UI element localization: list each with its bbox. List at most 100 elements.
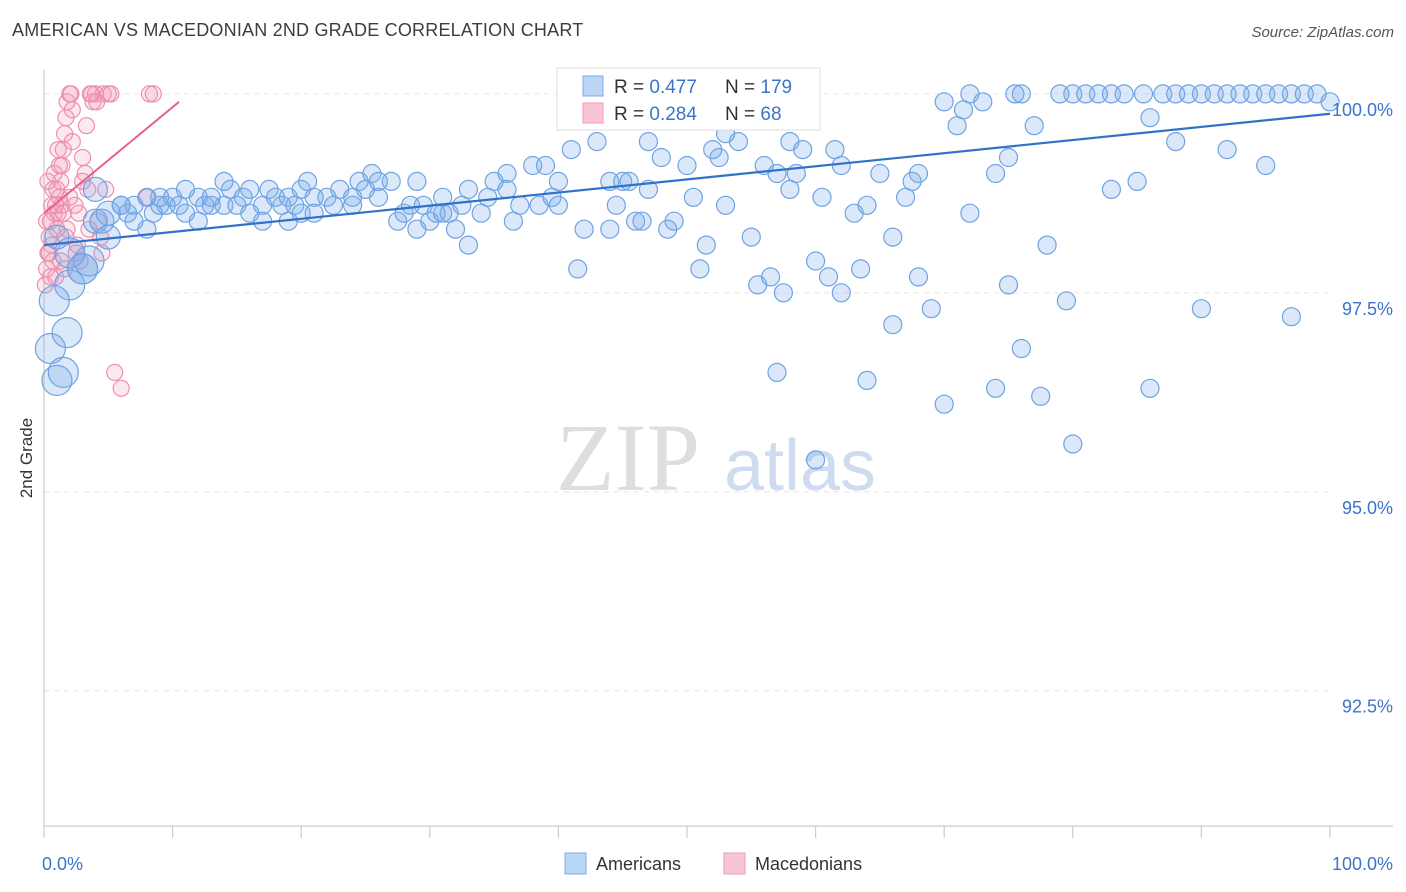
american-point bbox=[677, 155, 697, 176]
stats-r-label: R = bbox=[614, 77, 649, 98]
american-point bbox=[587, 132, 607, 152]
american-point bbox=[658, 219, 678, 239]
american-point bbox=[1127, 171, 1147, 191]
american-point bbox=[985, 163, 1006, 184]
macedonian-point bbox=[112, 379, 130, 397]
american-point bbox=[690, 259, 710, 279]
legend-swatch-americans bbox=[564, 852, 587, 875]
american-point bbox=[343, 195, 363, 215]
macedonian-point bbox=[73, 148, 92, 167]
stats-r-value: 0.477 bbox=[649, 77, 697, 98]
american-point bbox=[323, 195, 343, 215]
american-point bbox=[908, 267, 929, 287]
american-point bbox=[388, 211, 408, 231]
american-point bbox=[407, 171, 427, 191]
macedonian-point bbox=[50, 156, 69, 175]
american-point bbox=[683, 187, 704, 207]
stats-n-value: 179 bbox=[760, 77, 792, 98]
american-point bbox=[947, 116, 967, 136]
american-point bbox=[780, 179, 800, 199]
american-point bbox=[478, 187, 498, 207]
american-point bbox=[445, 219, 466, 239]
american-point bbox=[452, 195, 472, 215]
x-tick-label-min: 0.0% bbox=[42, 854, 83, 874]
stats-legend: R = 0.477 N = 179 R = 0.284 N = 68 bbox=[556, 67, 821, 131]
american-point bbox=[998, 275, 1019, 295]
american-point bbox=[773, 283, 794, 303]
american-point bbox=[362, 163, 382, 184]
stats-n-label: N = bbox=[725, 77, 760, 98]
macedonian-point bbox=[49, 141, 67, 159]
american-point bbox=[1005, 84, 1025, 104]
american-point bbox=[510, 195, 530, 215]
legend-swatch-macedonians bbox=[723, 852, 746, 875]
american-point bbox=[1256, 155, 1276, 176]
american-point bbox=[503, 211, 524, 231]
american-point bbox=[638, 132, 659, 152]
american-point bbox=[883, 227, 903, 247]
american-point bbox=[259, 179, 279, 199]
american-point bbox=[561, 140, 581, 160]
american-point bbox=[1037, 235, 1057, 255]
american-point bbox=[902, 171, 922, 191]
american-point bbox=[471, 203, 491, 223]
american-point bbox=[696, 235, 716, 255]
american-point bbox=[825, 140, 845, 160]
american-point bbox=[985, 378, 1006, 398]
macedonian-point bbox=[54, 204, 72, 222]
american-point bbox=[895, 187, 916, 207]
american-point bbox=[651, 147, 671, 168]
american-point bbox=[831, 283, 851, 303]
american-point bbox=[1114, 84, 1134, 104]
american-point bbox=[760, 267, 781, 287]
american-point bbox=[1011, 338, 1032, 359]
american-point bbox=[1217, 140, 1237, 160]
american-point bbox=[767, 362, 787, 382]
american-point bbox=[117, 203, 138, 223]
american-point bbox=[921, 299, 941, 319]
macedonian-point bbox=[88, 93, 106, 111]
american-point bbox=[831, 155, 851, 176]
american-point bbox=[857, 370, 877, 390]
american-point bbox=[240, 179, 260, 199]
x-tick-label-max: 100.0% bbox=[1332, 854, 1393, 874]
american-point bbox=[664, 211, 684, 231]
y-tick-label: 97.5% bbox=[1342, 299, 1393, 319]
american-point bbox=[1191, 299, 1212, 319]
stats-n-value: 68 bbox=[760, 104, 781, 125]
american-point bbox=[298, 171, 318, 191]
american-point bbox=[870, 163, 890, 184]
american-point bbox=[150, 187, 170, 207]
svg-text:R = 0.284: R = 0.284 bbox=[614, 104, 697, 125]
american-point bbox=[54, 237, 86, 269]
american-point bbox=[805, 251, 826, 271]
american-point bbox=[368, 171, 388, 191]
y-tick-label: 95.0% bbox=[1342, 498, 1393, 518]
macedonians-points bbox=[36, 85, 162, 397]
american-point bbox=[1140, 108, 1160, 128]
american-point bbox=[960, 203, 980, 223]
american-point bbox=[953, 100, 974, 120]
stats-swatch-macedonians bbox=[582, 102, 604, 124]
svg-text:N = 68: N = 68 bbox=[725, 104, 782, 125]
american-point bbox=[908, 163, 929, 184]
legend-label-americans: Americans bbox=[596, 854, 681, 874]
macedonian-point bbox=[63, 133, 81, 151]
macedonian-point bbox=[140, 85, 159, 103]
american-point bbox=[1140, 378, 1160, 398]
american-point bbox=[767, 163, 787, 184]
american-point bbox=[973, 92, 993, 112]
american-point bbox=[600, 219, 620, 239]
american-point bbox=[188, 211, 208, 231]
y-axis-label: 2nd Grade bbox=[17, 418, 36, 498]
macedonian-point bbox=[102, 85, 120, 103]
american-point bbox=[38, 285, 70, 317]
svg-text:R = 0.477: R = 0.477 bbox=[614, 77, 697, 98]
american-point bbox=[201, 187, 221, 207]
american-point bbox=[715, 195, 736, 215]
american-point bbox=[51, 317, 83, 349]
chart-title: AMERICAN VS MACEDONIAN 2ND GRADE CORRELA… bbox=[12, 20, 584, 40]
y-tick-label: 92.5% bbox=[1342, 697, 1393, 717]
american-point bbox=[1281, 307, 1302, 327]
macedonian-point bbox=[63, 101, 81, 119]
